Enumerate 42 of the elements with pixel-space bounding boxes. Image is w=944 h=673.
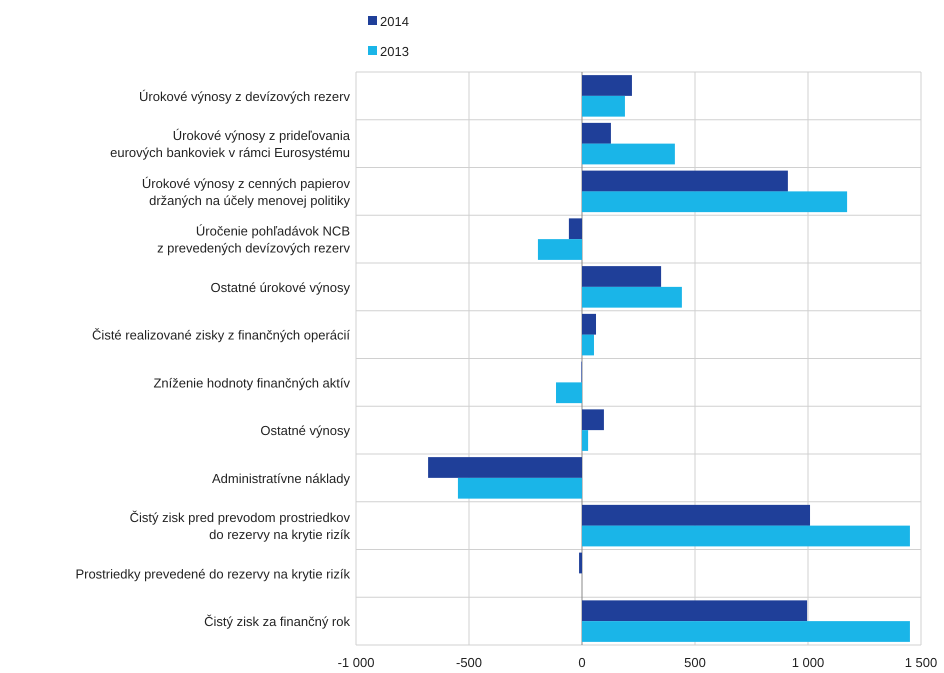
bar [582, 191, 848, 212]
y-tick-label: Čistý zisk za finančný rok [204, 614, 350, 630]
bar [428, 457, 582, 478]
y-tick-label: Úročenie pohľadávok NCB z prevedených devízových rezerv [157, 224, 350, 256]
x-tick-label: 1 000 [792, 655, 824, 670]
bar [582, 430, 588, 451]
bar [582, 526, 910, 546]
bar [582, 409, 604, 430]
x-tick-label: 500 [684, 655, 706, 670]
bar [582, 266, 662, 287]
bar [582, 334, 594, 356]
y-tick-label: Čisté realizované zisky z finančných operácií [92, 328, 350, 343]
x-tick-label: -500 [456, 655, 482, 670]
y-tick-label: Úrokové výnosy z prideľovania eurových bankoviek v rámci Eurosystému [110, 128, 351, 160]
bar [582, 600, 808, 622]
x-tick-label: 1 500 [904, 655, 938, 670]
bar [568, 218, 582, 240]
bar [582, 621, 910, 642]
bar [582, 286, 682, 308]
bar [582, 314, 596, 335]
bar [579, 552, 582, 574]
y-tick-label: Ostatné výnosy [260, 423, 350, 438]
y-tick-label: Zníženie hodnoty finančných aktív [153, 375, 350, 390]
bar [582, 75, 632, 96]
legend-label: 2014 [380, 14, 409, 29]
bar [582, 170, 788, 192]
x-tick-label: 0 [578, 655, 586, 670]
bar [458, 478, 582, 499]
y-tick-label: Úrokové výnosy z cenných papierov držaných na účely menovej politiky [142, 176, 350, 208]
bar [582, 96, 625, 117]
legend-label: 2013 [380, 44, 409, 59]
bar [582, 122, 611, 144]
x-tick-label: -1 000 [338, 655, 374, 670]
y-tick-label: Administratívne náklady [212, 470, 350, 486]
bar [538, 239, 582, 260]
y-tick-label: Čistý zisk pred prevodom prostriedkov do rezervy na krytie rizík [130, 510, 350, 542]
bar [582, 504, 810, 526]
y-tick-label: Prostriedky prevedené do rezervy na krytie rizík [75, 566, 350, 582]
y-tick-label: Úrokové výnosy z devízových rezerv [139, 88, 350, 104]
y-tick-label: Ostatné úrokové výnosy [210, 280, 350, 295]
bar [556, 382, 582, 404]
bar [582, 144, 675, 164]
